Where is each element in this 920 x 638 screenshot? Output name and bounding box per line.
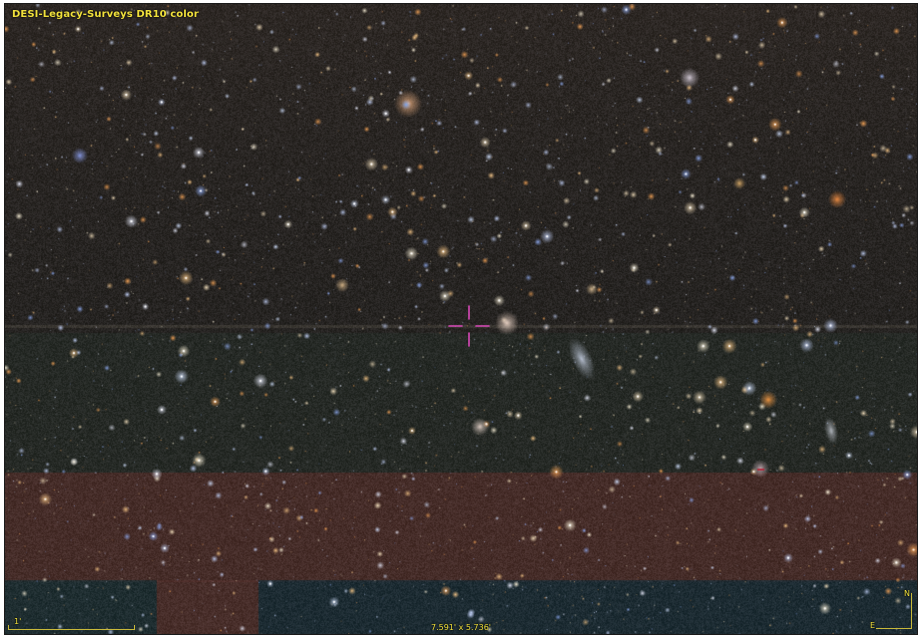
- compass-icon: N E: [870, 589, 914, 631]
- scale-bar-tick-right: [134, 625, 135, 630]
- crosshair-icon: [448, 305, 490, 347]
- scale-bar-line: [8, 629, 134, 630]
- scale-bar: 1': [8, 617, 136, 631]
- sky-viewer[interactable]: DESI-Legacy-Surveys DR10 color 1' 7.591'…: [4, 3, 918, 635]
- compass-north-arm: [911, 593, 912, 629]
- compass-east-arm: [876, 628, 912, 629]
- compass-north-label: N: [904, 589, 910, 598]
- scale-bar-tick-left: [8, 625, 9, 630]
- sky-image[interactable]: [5, 4, 917, 634]
